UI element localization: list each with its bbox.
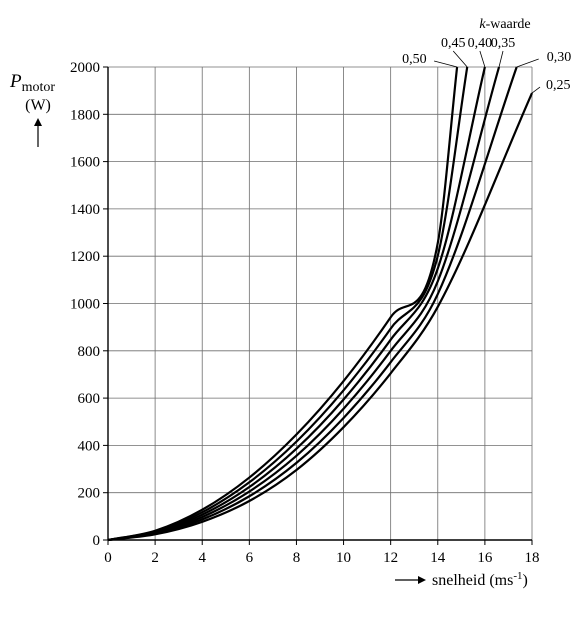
x-tick-label-3: 6 [246,550,254,566]
y-axis-arrow [34,118,42,147]
y-tick-label-0: 0 [93,533,101,549]
x-axis-close: ) [523,572,528,589]
y-tick-label-7: 1400 [70,202,100,218]
leader-line-2 [479,50,486,68]
x-axis-label: snelheid (ms [432,572,513,589]
y-tick-label-2: 400 [78,438,101,454]
curve-label-2: 0,40 [468,36,493,51]
y-tick-label-8: 1600 [70,155,100,171]
y-axis-title: Pmotor [9,71,55,95]
y-tick-label-4: 800 [78,344,101,360]
legend-title-italic: k [479,17,486,32]
curve-label-1: 0,45 [441,36,466,51]
curve-k-0-50 [107,66,459,542]
curve-label-3: 0,35 [491,36,516,51]
y-axis-subscript: motor [22,80,56,95]
x-tick-label-4: 8 [293,550,301,566]
leader-line-3 [498,50,504,68]
x-tick-label-8: 16 [477,550,493,566]
curve-labels: 0,50 0,45 0,400,35 0,30 0,25 [402,36,572,94]
x-axis-superscript: -1 [513,570,522,582]
curve-label-0: 0,50 [402,52,427,67]
x-axis-arrow [395,576,426,584]
x-tick-label-0: 0 [104,550,112,566]
x-tick-label-5: 10 [336,550,351,566]
legend-title-rest: -waarde [486,17,531,32]
curve-label-4: 0,30 [547,50,572,65]
x-tick-label-2: 4 [198,550,206,566]
x-tick-label-9: 18 [525,550,540,566]
leader-line-5 [531,86,541,94]
curve-k-0-25 [107,92,534,542]
x-tick-label-1: 2 [151,550,159,566]
axes [103,66,533,545]
curve-k-0-40 [107,66,486,542]
curves [107,66,534,542]
y-tick-label-3: 600 [78,391,101,407]
x-tick-label-6: 12 [383,550,398,566]
tick-labels: 0 2 4 6 8 10 12 14 16 18 0 200 400 600 800 1000 1200 1400… [70,60,540,566]
legend-title: k-waarde [479,17,530,32]
curve-k-0-45 [107,66,469,542]
y-tick-label-6: 1200 [70,249,100,265]
x-axis-title: snelheid (ms-1) [432,570,528,589]
leader-line-0 [433,60,458,68]
curve-k-0-30 [107,66,518,542]
y-tick-label-5: 1000 [70,297,100,313]
x-tick-label-7: 14 [430,550,446,566]
leader-line-1 [452,50,468,68]
curve-k-0-35 [107,66,501,542]
y-tick-label-9: 1800 [70,107,100,123]
y-tick-label-10: 2000 [70,60,100,76]
y-tick-label-1: 200 [78,486,101,502]
y-axis-unit: (W) [25,97,51,114]
leader-line-4 [516,58,539,68]
curve-label-5: 0,25 [546,78,571,93]
y-axis-symbol: P [9,71,22,92]
